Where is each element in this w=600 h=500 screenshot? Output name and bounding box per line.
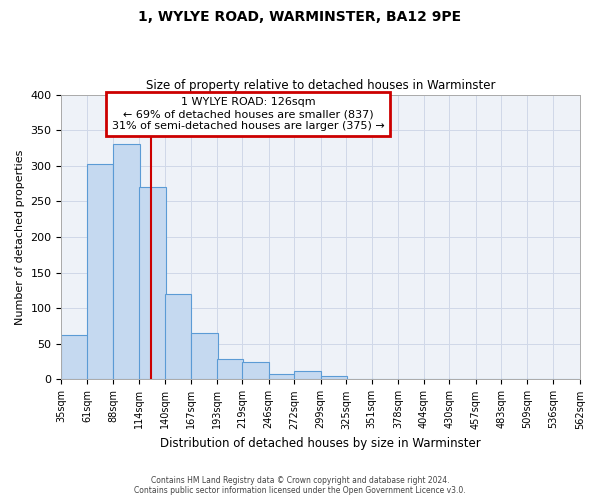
Text: Contains HM Land Registry data © Crown copyright and database right 2024.
Contai: Contains HM Land Registry data © Crown c…: [134, 476, 466, 495]
Text: 1, WYLYE ROAD, WARMINSTER, BA12 9PE: 1, WYLYE ROAD, WARMINSTER, BA12 9PE: [139, 10, 461, 24]
Bar: [372, 378, 398, 380]
Bar: [217, 359, 243, 380]
Bar: [191, 333, 218, 380]
Bar: [113, 144, 140, 380]
Bar: [61, 334, 88, 380]
Bar: [553, 378, 580, 380]
Bar: [269, 374, 295, 380]
Y-axis label: Number of detached properties: Number of detached properties: [15, 150, 25, 324]
Text: 1 WYLYE ROAD: 126sqm
← 69% of detached houses are smaller (837)
31% of semi-deta: 1 WYLYE ROAD: 126sqm ← 69% of detached h…: [112, 98, 385, 130]
Bar: [139, 187, 166, 380]
Bar: [164, 294, 191, 380]
X-axis label: Distribution of detached houses by size in Warminster: Distribution of detached houses by size …: [160, 437, 481, 450]
Bar: [502, 378, 528, 380]
Bar: [87, 164, 113, 380]
Bar: [294, 371, 321, 380]
Bar: [424, 378, 451, 380]
Bar: [321, 376, 347, 380]
Title: Size of property relative to detached houses in Warminster: Size of property relative to detached ho…: [146, 79, 496, 92]
Bar: [242, 362, 269, 380]
